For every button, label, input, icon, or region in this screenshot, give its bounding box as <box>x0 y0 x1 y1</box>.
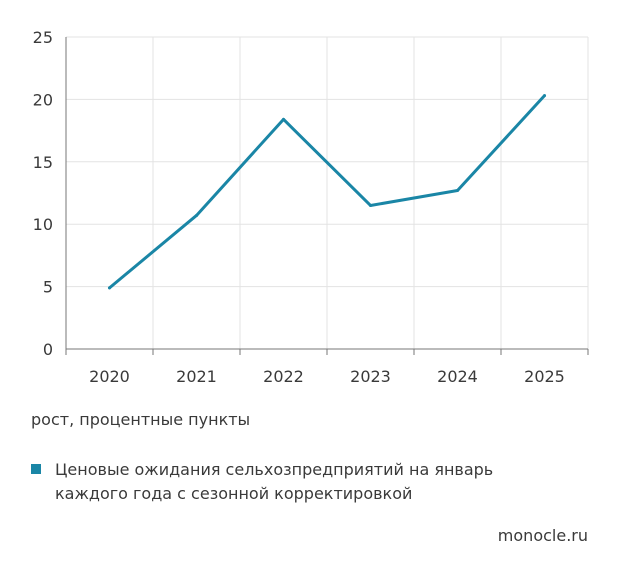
y-tick-label: 0 <box>43 340 53 359</box>
y-tick-label: 25 <box>33 28 53 47</box>
data-point <box>282 117 285 121</box>
source-label: monocle.ru <box>497 526 588 545</box>
y-tick-label: 20 <box>33 90 53 109</box>
data-point <box>108 286 111 290</box>
x-tick-label: 2022 <box>263 367 304 386</box>
data-point <box>369 203 372 207</box>
y-tick-label: 10 <box>33 215 53 234</box>
y-tick-label: 15 <box>33 153 53 172</box>
data-point <box>456 189 459 193</box>
unit-note: рост, процентные пункты <box>31 410 251 429</box>
x-tick-label: 2020 <box>89 367 130 386</box>
x-tick-label: 2023 <box>350 367 391 386</box>
x-tick-label: 2024 <box>437 367 478 386</box>
x-tick-label: 2025 <box>524 367 565 386</box>
axes <box>65 37 589 355</box>
data-point <box>195 213 198 217</box>
legend-label: Ценовые ожидания сельхозпредприятий на я… <box>55 460 494 503</box>
y-tick-label: 5 <box>43 278 53 297</box>
x-tick-label: 2021 <box>176 367 217 386</box>
series-lines <box>108 94 546 290</box>
legend-swatch <box>31 464 41 474</box>
legend: Ценовые ожидания сельхозпредприятий на я… <box>31 458 551 506</box>
grid-lines <box>66 36 589 349</box>
data-point <box>543 94 546 98</box>
series-line <box>108 94 546 290</box>
